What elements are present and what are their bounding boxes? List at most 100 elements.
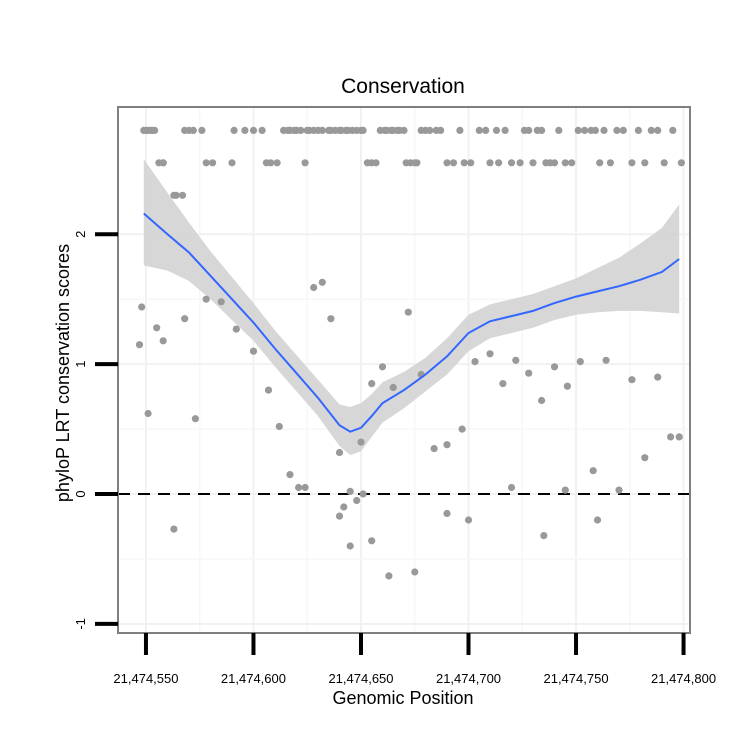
data-point <box>340 503 348 511</box>
data-point <box>297 126 305 134</box>
x-tick-label: 21,474,800 <box>651 671 716 686</box>
data-point <box>249 126 258 134</box>
data-point <box>202 295 210 303</box>
y-tick-label: 2 <box>73 231 88 238</box>
data-point <box>647 126 655 134</box>
y-tick-label: -1 <box>73 618 88 630</box>
data-point <box>267 159 275 167</box>
data-point <box>295 483 303 492</box>
data-point <box>258 126 266 134</box>
data-point <box>449 159 458 167</box>
data-point <box>368 380 376 388</box>
data-point <box>634 126 643 134</box>
data-point <box>555 126 563 134</box>
data-point <box>181 315 189 323</box>
plot-panel <box>118 107 690 633</box>
data-point <box>486 350 494 358</box>
data-point <box>170 525 178 533</box>
data-point <box>574 126 582 134</box>
data-point <box>456 126 464 134</box>
data-point <box>641 454 649 462</box>
data-points <box>135 126 686 580</box>
data-point <box>318 278 326 286</box>
data-point <box>273 159 281 167</box>
data-point <box>217 298 225 306</box>
data-point <box>563 382 572 390</box>
data-point <box>230 126 238 134</box>
data-point <box>475 126 483 134</box>
data-point <box>144 409 152 418</box>
data-point <box>228 159 236 167</box>
data-point <box>568 159 576 167</box>
data-point <box>202 159 210 167</box>
y-axis-label: phyloP LRT conservation scores <box>53 244 73 502</box>
data-point <box>159 159 167 167</box>
data-point <box>335 448 344 457</box>
data-point <box>613 126 621 134</box>
data-point <box>525 126 533 134</box>
data-point <box>606 159 615 167</box>
data-point <box>378 363 387 371</box>
data-point <box>507 483 516 492</box>
x-tick-label: 21,474,650 <box>328 671 393 686</box>
data-point <box>135 341 144 349</box>
data-point <box>538 396 546 405</box>
data-point <box>550 159 559 167</box>
data-point <box>413 159 421 167</box>
x-tick-label: 21,474,750 <box>543 671 608 686</box>
data-point <box>353 496 361 505</box>
data-point <box>264 386 273 394</box>
data-point <box>159 337 167 345</box>
chart-title: Conservation <box>341 75 465 98</box>
data-point <box>550 363 559 371</box>
data-point <box>492 126 501 134</box>
data-point <box>275 422 283 431</box>
data-point <box>426 126 434 134</box>
smooth-line-path <box>143 212 680 433</box>
data-point <box>189 126 197 134</box>
x-tick-label: 21,474,550 <box>113 671 178 686</box>
data-point <box>437 126 445 134</box>
data-point <box>464 516 473 524</box>
data-point <box>660 159 668 167</box>
data-point <box>368 537 376 545</box>
data-point <box>198 126 206 134</box>
data-point <box>178 191 187 199</box>
data-point <box>600 126 608 134</box>
data-point <box>232 325 240 333</box>
y-tick-label: 1 <box>73 361 88 368</box>
data-point <box>669 126 677 134</box>
data-point <box>400 126 408 134</box>
x-axis-label: Genomic Position <box>332 688 473 708</box>
data-point <box>151 126 159 134</box>
data-point <box>443 159 451 167</box>
smooth-line <box>143 212 680 433</box>
data-point <box>359 490 367 498</box>
x-tick-label: 21,474,600 <box>221 671 286 686</box>
data-point <box>641 159 649 167</box>
data-point <box>516 159 524 167</box>
data-point <box>458 425 466 433</box>
data-point <box>596 159 604 167</box>
data-point <box>241 126 249 134</box>
panel-border <box>117 106 691 634</box>
data-point <box>628 159 636 167</box>
panel-background <box>118 107 690 633</box>
data-point <box>512 356 520 364</box>
data-point <box>249 347 258 355</box>
data-point <box>529 159 537 167</box>
data-point <box>443 441 451 449</box>
y-axis: -1 0 1 2 <box>73 231 118 630</box>
data-point <box>576 358 584 366</box>
data-point <box>507 159 516 167</box>
data-point <box>471 358 479 366</box>
data-point <box>404 308 412 316</box>
x-tick-label: 21,474,700 <box>436 671 501 686</box>
data-point <box>619 126 627 134</box>
data-point <box>430 445 438 453</box>
data-point <box>286 471 294 479</box>
data-point <box>191 415 199 423</box>
data-point <box>318 126 326 134</box>
data-point <box>301 483 309 492</box>
